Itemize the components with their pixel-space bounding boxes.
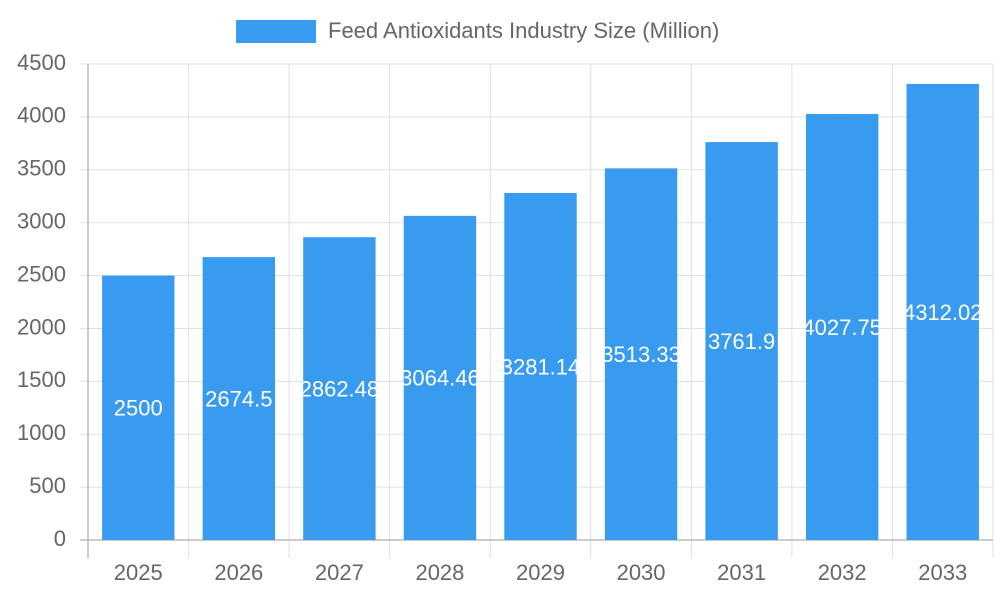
- bar: [906, 83, 979, 541]
- data-label: 4312.02: [903, 300, 983, 325]
- y-tick-label: 4500: [17, 50, 66, 75]
- bar: [604, 168, 678, 540]
- data-label: 3513.33: [601, 342, 681, 367]
- data-label: 2674.5: [205, 386, 272, 411]
- x-tick-label: 2025: [114, 560, 163, 585]
- x-tick-label: 2033: [918, 560, 967, 585]
- y-tick-label: 500: [29, 473, 66, 498]
- x-tick-label: 2032: [818, 560, 867, 585]
- bar: [705, 142, 778, 540]
- bar: [504, 192, 577, 541]
- data-label: 2500: [114, 396, 163, 421]
- x-tick-label: 2027: [315, 560, 364, 585]
- bar: [102, 275, 175, 540]
- y-tick-label: 1000: [17, 420, 66, 445]
- bar: [303, 237, 376, 540]
- legend-label: Feed Antioxidants Industry Size (Million…: [328, 18, 719, 43]
- y-tick-label: 2500: [17, 261, 66, 286]
- x-tick-label: 2026: [214, 560, 263, 585]
- y-tick-label: 3000: [17, 208, 66, 233]
- y-tick-label: 0: [54, 526, 66, 551]
- y-tick-label: 3500: [17, 156, 66, 181]
- data-label: 3761.9: [708, 329, 775, 354]
- data-label: 2862.48: [300, 376, 380, 401]
- bar: [202, 257, 276, 540]
- y-tick-label: 4000: [17, 103, 66, 128]
- x-tick-label: 2028: [415, 560, 464, 585]
- bar: [403, 215, 477, 540]
- data-label: 3281.14: [501, 354, 581, 379]
- data-label: 3064.46: [400, 366, 480, 391]
- y-tick-label: 1500: [17, 367, 66, 392]
- bar: [805, 113, 879, 540]
- x-tick-label: 2030: [617, 560, 666, 585]
- x-tick-label: 2031: [717, 560, 766, 585]
- x-tick-label: 2029: [516, 560, 565, 585]
- y-tick-label: 2000: [17, 314, 66, 339]
- data-label: 4027.75: [802, 315, 882, 340]
- legend-swatch: [236, 20, 316, 43]
